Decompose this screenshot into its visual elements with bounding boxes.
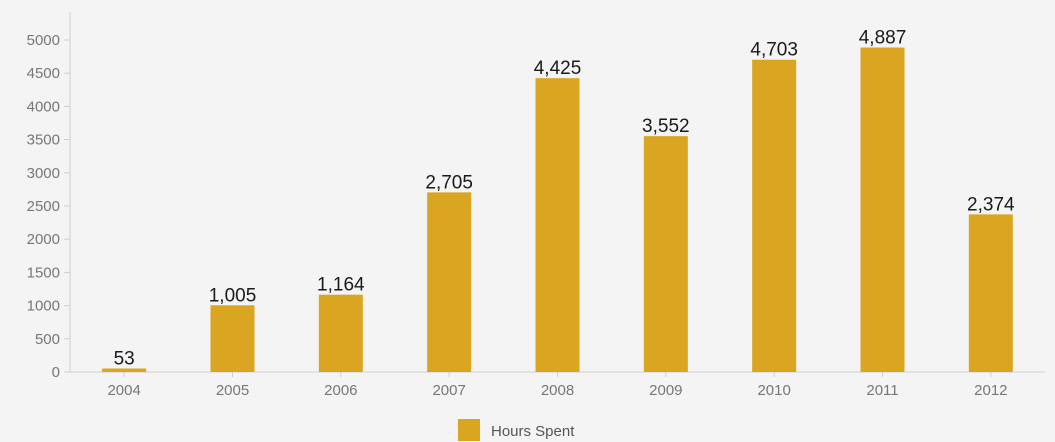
data-label-2008: 4,425 bbox=[534, 58, 582, 79]
bar-2004 bbox=[102, 368, 147, 372]
y-tick-label: 4500 bbox=[27, 65, 60, 82]
x-tick-label-2005: 2005 bbox=[216, 382, 249, 399]
x-tick-label-2012: 2012 bbox=[974, 382, 1007, 399]
y-tick-label: 4000 bbox=[27, 98, 60, 115]
y-tick-label: 0 bbox=[52, 364, 60, 381]
data-label-2006: 1,164 bbox=[317, 275, 365, 296]
legend-swatch bbox=[458, 419, 480, 441]
y-tick-label: 500 bbox=[35, 331, 60, 348]
y-axis: 0 500 1000 1500 2000 2500 3000 3500 4000 4500 5000 bbox=[27, 12, 71, 381]
y-tick-label: 3000 bbox=[27, 165, 60, 182]
bar-2009 bbox=[643, 136, 688, 372]
data-labels: 53 1,005 1,164 2,705 4,425 3,552 4,703 4,887 2,3… bbox=[114, 28, 1015, 370]
data-label-2007: 2,705 bbox=[425, 172, 473, 193]
legend: Hours Spent bbox=[458, 419, 575, 441]
bar-2005 bbox=[210, 305, 255, 372]
x-tick-label-2004: 2004 bbox=[107, 382, 140, 399]
y-tick-label: 1500 bbox=[27, 264, 60, 281]
bars bbox=[102, 47, 1013, 373]
data-label-2009: 3,552 bbox=[642, 116, 690, 137]
y-tick-label: 5000 bbox=[27, 32, 60, 49]
x-tick-label-2007: 2007 bbox=[432, 382, 465, 399]
y-tick-label: 2500 bbox=[27, 198, 60, 215]
bar-2012 bbox=[968, 214, 1013, 372]
data-label-2012: 2,374 bbox=[967, 194, 1015, 215]
x-axis: 2004 2005 2006 2007 2008 2009 2010 2011 2012 bbox=[70, 371, 1045, 399]
bar-2010 bbox=[752, 59, 797, 373]
legend-label: Hours Spent bbox=[491, 423, 575, 440]
y-tick-label: 1000 bbox=[27, 298, 60, 315]
y-tick-label: 3500 bbox=[27, 132, 60, 149]
x-tick-label-2010: 2010 bbox=[757, 382, 790, 399]
x-tick-label-2011: 2011 bbox=[866, 382, 898, 399]
x-tick-label-2009: 2009 bbox=[649, 382, 682, 399]
x-tick-label-2006: 2006 bbox=[324, 382, 357, 399]
y-tick-label: 2000 bbox=[27, 231, 60, 248]
data-label-2010: 4,703 bbox=[750, 40, 798, 61]
bar-2008 bbox=[535, 78, 580, 373]
bar-2007 bbox=[427, 192, 472, 372]
x-tick-label-2008: 2008 bbox=[541, 382, 574, 399]
bar-2006 bbox=[318, 294, 363, 372]
data-label-2004: 53 bbox=[114, 348, 135, 369]
data-label-2005: 1,005 bbox=[209, 285, 257, 306]
data-label-2011: 4,887 bbox=[859, 28, 907, 49]
bar-2011 bbox=[860, 47, 905, 372]
